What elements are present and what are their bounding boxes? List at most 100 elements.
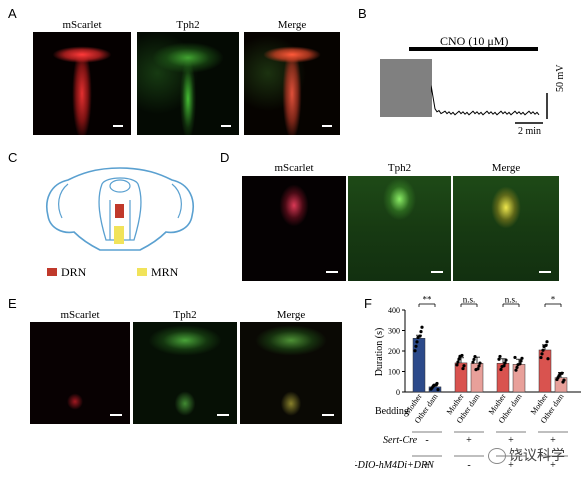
aav-sign: - xyxy=(467,460,470,471)
significance-label: * xyxy=(551,296,556,305)
data-point xyxy=(435,381,439,386)
data-point xyxy=(539,355,543,360)
panel-d-label-merge: Merge xyxy=(491,162,521,174)
data-point xyxy=(478,361,482,365)
panel-e-letter: E xyxy=(8,296,17,311)
panel-a-letter: A xyxy=(8,6,17,21)
bedding-label: Bedding xyxy=(375,406,409,417)
data-point xyxy=(415,340,419,344)
data-point xyxy=(414,344,418,348)
data-point xyxy=(503,361,507,365)
aav-sign: + xyxy=(424,460,430,471)
panel-a-merge-image xyxy=(244,32,340,135)
sert-cre-sign: - xyxy=(425,435,428,446)
data-point xyxy=(436,387,440,392)
trace-baseline xyxy=(430,84,540,116)
panel-a-label-merge: Merge xyxy=(277,19,307,31)
y-tick-label: 300 xyxy=(388,327,400,336)
panel-b-letter: B xyxy=(358,6,367,21)
drn-legend-swatch xyxy=(47,268,57,276)
data-point xyxy=(520,356,524,360)
panel-e-label-merge: Merge xyxy=(276,309,306,321)
panel-d-label-mscarlet: mScarlet xyxy=(274,162,314,174)
data-point xyxy=(472,357,476,362)
mrn-legend-swatch xyxy=(137,268,147,276)
brain-line xyxy=(58,183,69,219)
sert-cre-sign: + xyxy=(508,435,514,446)
data-point xyxy=(457,357,461,361)
panel-c-letter: C xyxy=(8,150,18,165)
bar xyxy=(538,349,552,393)
data-point xyxy=(545,340,549,344)
scale-bar xyxy=(326,271,338,273)
mrn-legend-label: MRN xyxy=(151,265,179,279)
panel-e-merge-image xyxy=(240,322,342,424)
scale-bar xyxy=(221,125,231,127)
panel-d-letter: D xyxy=(220,150,230,165)
scale-bar xyxy=(322,414,334,416)
data-point xyxy=(455,363,459,367)
sert-cre-sign: + xyxy=(466,435,472,446)
electrophysiology-trace xyxy=(380,47,548,124)
significance-group: ** n.s. n.s. * xyxy=(418,296,562,307)
scale-bar xyxy=(110,414,122,416)
panel-d-label-tph2: Tph2 xyxy=(387,162,412,174)
sert-cre-label: Sert-Cre xyxy=(383,435,418,446)
data-point xyxy=(456,360,460,364)
brain-schematic xyxy=(46,167,194,251)
data-point xyxy=(515,365,519,370)
panel-a-label-mscarlet: mScarlet xyxy=(62,19,102,31)
drn-legend-label: DRN xyxy=(61,265,87,279)
data-point xyxy=(497,357,501,361)
scale-bar xyxy=(217,414,229,416)
significance-label: ** xyxy=(423,296,433,305)
panel-a-label-tph2: Tph2 xyxy=(176,19,200,31)
data-point xyxy=(498,354,502,359)
data-point xyxy=(432,383,436,387)
y-tick-label: 100 xyxy=(388,368,400,377)
y-tick-label: 0 xyxy=(396,388,400,397)
spike-train xyxy=(380,59,432,117)
panel-e-label-mscarlet: mScarlet xyxy=(60,309,100,321)
data-point xyxy=(473,355,477,359)
data-point xyxy=(474,368,478,372)
data-point xyxy=(419,330,423,334)
data-point xyxy=(516,363,520,367)
wechat-icon xyxy=(488,448,506,464)
data-point xyxy=(514,368,518,372)
data-point xyxy=(541,348,545,352)
sert-cre-sign: + xyxy=(550,435,556,446)
scale-bar xyxy=(431,271,443,273)
drn-region xyxy=(115,204,124,218)
watermark: 饶议科学 xyxy=(488,445,565,465)
brain-outline xyxy=(46,167,194,251)
data-point xyxy=(461,366,465,371)
panel-e-tph2-image xyxy=(133,322,237,424)
scale-bar xyxy=(113,125,123,127)
data-point xyxy=(558,372,562,376)
panel-d-tph2-image xyxy=(348,176,451,281)
bars-group xyxy=(412,325,568,393)
data-point xyxy=(513,355,517,360)
duration-bar-chart: Duration (s) 0 100 200 300 400 ** n.s. n.s. * M… xyxy=(355,296,581,471)
y-tick-label: 400 xyxy=(388,306,400,315)
data-point xyxy=(413,349,417,353)
brain-line xyxy=(109,200,131,240)
panel-d-mscarlet-image xyxy=(242,176,346,281)
brain-line xyxy=(171,183,182,219)
cno-label: CNO (10 μM) xyxy=(440,34,509,48)
data-point xyxy=(420,325,424,329)
data-point xyxy=(504,358,508,362)
data-point xyxy=(471,360,475,364)
bar xyxy=(454,362,468,393)
data-point xyxy=(546,357,550,361)
data-point xyxy=(499,367,503,372)
data-point xyxy=(477,364,481,368)
brainstem-outline xyxy=(98,177,142,241)
significance-label: n.s. xyxy=(505,296,518,305)
data-point xyxy=(519,359,523,363)
panel-e-label-tph2: Tph2 xyxy=(173,309,197,321)
aav-sign: + xyxy=(508,460,514,471)
voltage-scale-label: 50 mV xyxy=(555,64,566,93)
